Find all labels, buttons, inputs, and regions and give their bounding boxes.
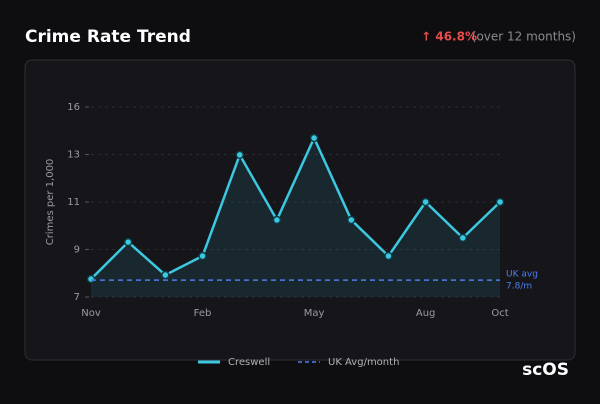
y-tick-label: 13 <box>67 150 80 161</box>
point <box>123 237 133 247</box>
x-tick-label: May <box>304 308 325 319</box>
point <box>86 274 96 284</box>
chart-card <box>24 59 576 361</box>
reference-label: UK avg <box>506 270 538 280</box>
point <box>384 251 393 261</box>
point <box>198 251 207 261</box>
change-note: (over 12 months) <box>472 30 576 44</box>
y-tick-label: 7 <box>74 292 80 303</box>
point <box>495 197 505 207</box>
y-tick-label: 11 <box>67 197 80 208</box>
point <box>421 197 430 207</box>
point <box>235 150 244 160</box>
y-tick-label: 16 <box>67 102 80 113</box>
change-value: ↑ 46.8% <box>421 30 477 44</box>
chart-title: Crime Rate Trend <box>25 27 191 47</box>
point <box>309 133 319 143</box>
area <box>91 138 500 297</box>
x-tick-label: Feb <box>194 308 212 319</box>
y-axis-label: Crimes per 1,000 <box>45 159 56 246</box>
point <box>458 233 468 243</box>
legend-label: Creswell <box>228 357 270 368</box>
point <box>347 215 356 225</box>
legend-label: UK Avg/month <box>328 357 399 368</box>
point <box>272 215 282 225</box>
x-tick-label: Aug <box>416 308 436 319</box>
y-tick-label: 9 <box>74 245 80 256</box>
x-tick-label: Nov <box>81 308 101 319</box>
line <box>90 136 501 280</box>
reference-label: 7.8/m <box>506 282 532 292</box>
brand-logo: scOS <box>522 360 569 380</box>
x-tick-label: Oct <box>491 308 508 319</box>
point <box>161 270 170 280</box>
